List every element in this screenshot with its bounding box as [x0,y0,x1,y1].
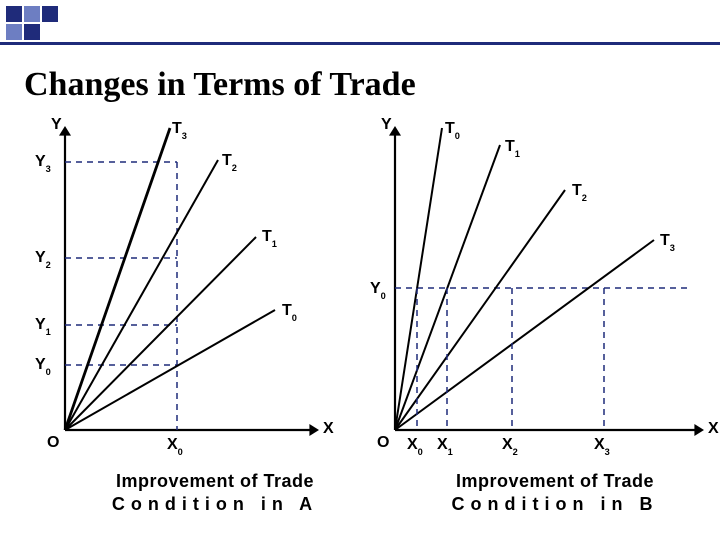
right-caption: Improvement of TradeCondition in B [420,470,690,515]
right-T0-line-label: T0 [445,120,460,139]
right-Y0-label: Y0 [370,280,386,299]
right-T1-line-label: T1 [505,138,520,157]
left-T0-line-label: T0 [282,302,297,321]
right-origin-label: O [377,434,389,452]
right-axis-y-label: Y [381,116,392,134]
left-origin-label: O [47,434,59,452]
right-X0-label: X0 [407,436,423,455]
left-Y1-label: Y1 [35,316,51,335]
left-Y3-label: Y3 [35,153,51,172]
right-X1-label: X1 [437,436,453,455]
charts-svg [0,0,720,540]
right-axis-x-label: X [708,420,719,438]
left-caption: Improvement of TradeCondition in A [80,470,350,515]
left-axis-y-label: Y [51,116,62,134]
left-T2-line-label: T2 [222,152,237,171]
right-T2-line-label: T2 [572,182,587,201]
left-Y2-label: Y2 [35,249,51,268]
right-X3-label: X3 [594,436,610,455]
left-T3-line-label: T3 [172,120,187,139]
left-X0-label: X0 [167,436,183,455]
left-T1-line-label: T1 [262,228,277,247]
left-Y0-label: Y0 [35,356,51,375]
right-T3-line-label: T3 [660,232,675,251]
right-X2-label: X2 [502,436,518,455]
left-axis-x-label: X [323,420,334,438]
